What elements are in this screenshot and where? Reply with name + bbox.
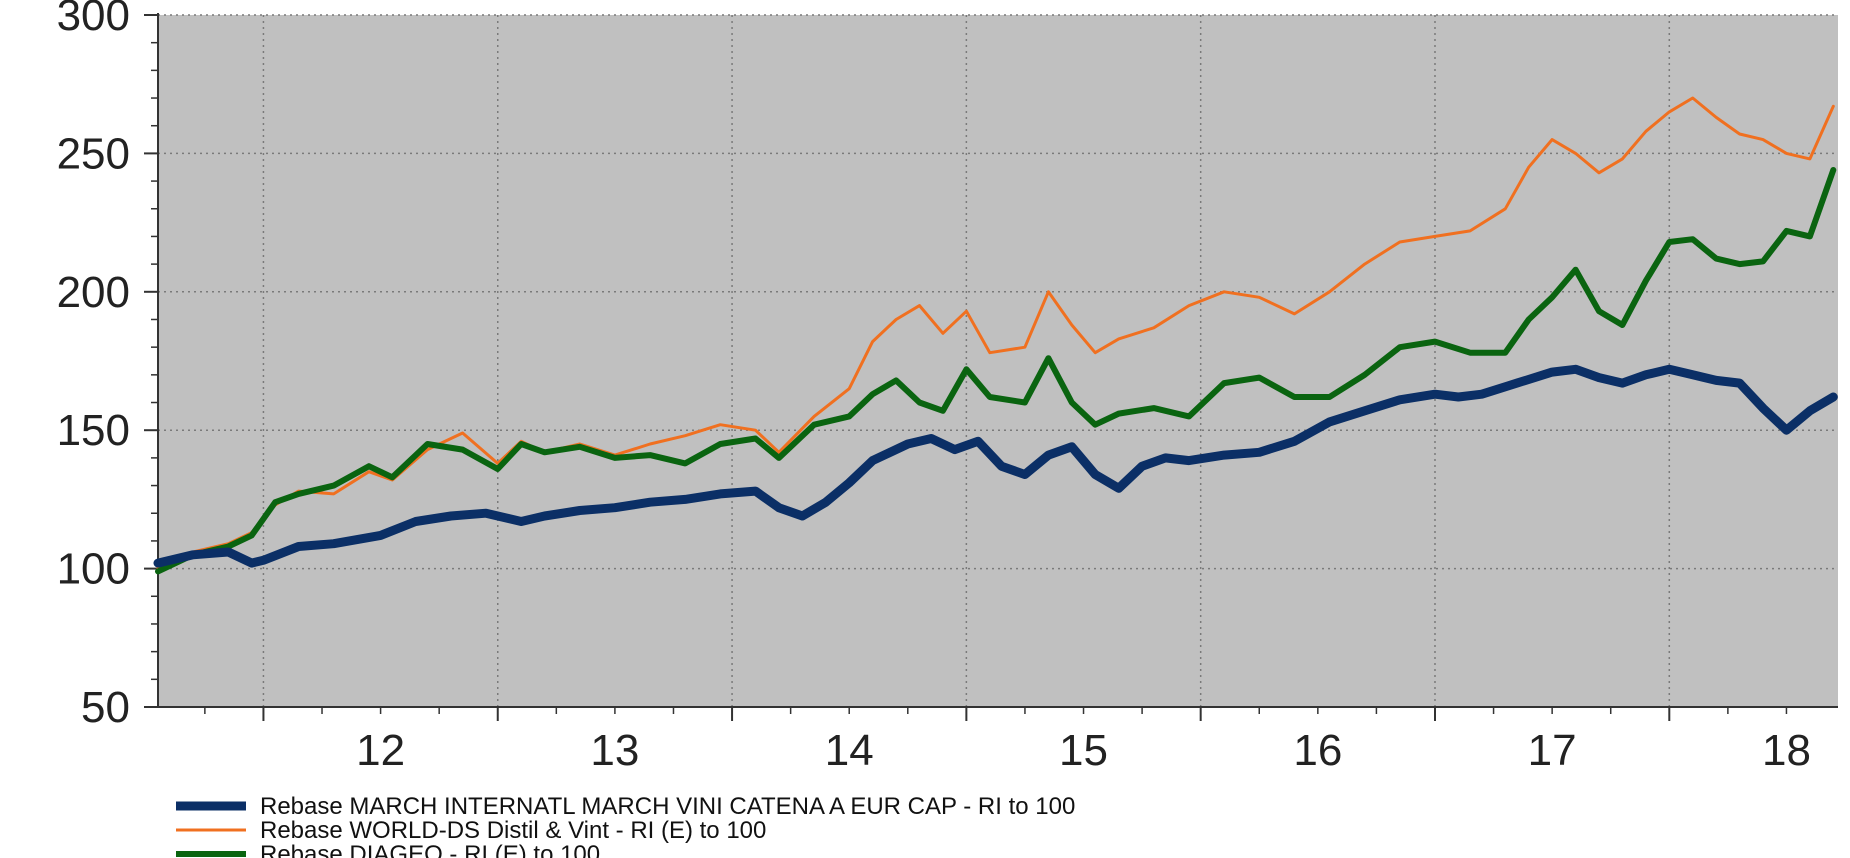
- x-tick-label: 17: [1528, 726, 1577, 775]
- gridlines: [158, 14, 1838, 707]
- legend-label: Rebase WORLD-DS Distil & Vint - RI (E) t…: [260, 817, 766, 844]
- series-line-2: [156, 96, 1835, 571]
- x-tick-label: 12: [356, 726, 405, 775]
- legend-label: Rebase MARCH INTERNATL MARCH VINI CATENA…: [260, 793, 1075, 820]
- series-line-1: [153, 364, 1838, 568]
- series-line-3: [155, 167, 1837, 575]
- y-tick-label: 150: [57, 406, 130, 455]
- x-tick-label: 15: [1059, 726, 1108, 775]
- y-tick-label: 250: [57, 129, 130, 178]
- legend-label: Rebase DIAGEO - RI (E) to 100: [260, 841, 600, 858]
- axes: 50 100 150 200 250 300 12 13 14 15 16 17 18: [57, 0, 1838, 775]
- y-tick-label: 100: [57, 545, 130, 594]
- y-tick-label: 50: [81, 683, 130, 732]
- x-tick-label: 13: [590, 726, 639, 775]
- x-tick-label: 18: [1762, 726, 1811, 775]
- x-tick-label: 16: [1293, 726, 1342, 775]
- y-tick-label: 300: [57, 0, 130, 40]
- series-lines: [153, 96, 1838, 575]
- x-tick-label: 14: [825, 726, 874, 775]
- legend: Rebase MARCH INTERNATL MARCH VINI CATENA…: [176, 793, 1075, 858]
- plot-area: [158, 15, 1838, 707]
- y-tick-label: 200: [57, 268, 130, 317]
